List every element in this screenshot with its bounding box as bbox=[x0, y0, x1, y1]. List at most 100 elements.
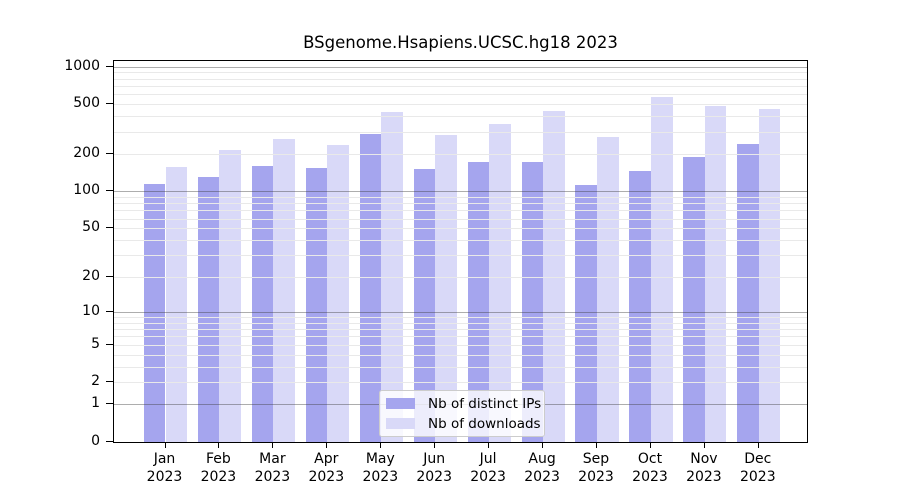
gridline-100 bbox=[114, 191, 807, 193]
gridline-5 bbox=[114, 344, 807, 346]
x-tick-label-jan: Jan 2023 bbox=[146, 451, 183, 485]
x-tick-label-aug: Aug 2023 bbox=[524, 451, 560, 485]
y-tick-label-0: 0 bbox=[91, 433, 100, 449]
bar-distinct-ips-jul bbox=[467, 162, 490, 442]
x-tick-label-sep: Sep 2023 bbox=[578, 451, 614, 485]
y-tick-label-100: 100 bbox=[73, 182, 100, 199]
gridline-60 bbox=[114, 218, 807, 220]
gridline-50 bbox=[114, 228, 807, 230]
x-tick-nov bbox=[703, 443, 705, 448]
bar-downloads-sep bbox=[597, 136, 619, 442]
y-tick-1000 bbox=[106, 65, 113, 67]
legend-swatch-distinct-ips bbox=[386, 398, 415, 409]
bar-distinct-ips-oct bbox=[629, 170, 651, 442]
y-tick-label-10: 10 bbox=[82, 302, 100, 319]
x-tick-may bbox=[380, 443, 382, 448]
gridline-70 bbox=[114, 210, 807, 212]
gridline-90 bbox=[114, 196, 807, 198]
y-tick-500 bbox=[106, 103, 113, 105]
gridline-3 bbox=[114, 366, 807, 368]
bar-distinct-ips-dec bbox=[737, 143, 759, 442]
gridline-80 bbox=[114, 203, 807, 205]
gridline-800 bbox=[114, 78, 807, 80]
y-tick-label-20: 20 bbox=[82, 267, 100, 284]
y-tick-200 bbox=[106, 152, 113, 154]
x-tick-aug bbox=[542, 443, 544, 448]
x-tick-mar bbox=[272, 443, 274, 448]
y-tick-label-1000: 1000 bbox=[64, 57, 100, 74]
bar-distinct-ips-aug bbox=[521, 162, 544, 442]
y-tick-1 bbox=[106, 403, 113, 405]
bar-distinct-ips-sep bbox=[575, 185, 597, 442]
bar-downloads-dec bbox=[758, 108, 781, 442]
gridline-30 bbox=[114, 255, 807, 257]
gridline-40 bbox=[114, 240, 807, 242]
chart-title: BSgenome.Hsapiens.UCSC.hg18 2023 bbox=[303, 33, 618, 52]
y-tick-label-1: 1 bbox=[91, 395, 100, 412]
plot-area bbox=[113, 60, 808, 443]
gridline-300 bbox=[114, 131, 807, 133]
gridline-1000 bbox=[114, 66, 807, 68]
x-tick-jun bbox=[434, 443, 436, 448]
bar-downloads-oct bbox=[651, 97, 673, 442]
y-tick-label-50: 50 bbox=[82, 219, 100, 236]
bar-downloads-mar bbox=[273, 139, 295, 442]
gridline-8 bbox=[114, 322, 807, 324]
bar-downloads-apr bbox=[327, 144, 349, 442]
gridline-600 bbox=[114, 94, 807, 96]
y-tick-20 bbox=[106, 275, 113, 277]
gridline-500 bbox=[114, 104, 807, 106]
x-tick-dec bbox=[757, 443, 759, 448]
gridline-7 bbox=[114, 329, 807, 330]
legend: Nb of distinct IPs Nb of downloads bbox=[379, 390, 545, 437]
x-tick-label-feb: Feb 2023 bbox=[200, 451, 237, 485]
x-tick-label-dec: Dec 2023 bbox=[739, 451, 776, 485]
gridline-200 bbox=[114, 153, 807, 155]
x-tick-sep bbox=[596, 443, 597, 448]
bar-distinct-ips-apr bbox=[305, 168, 328, 442]
x-tick-label-mar: Mar 2023 bbox=[254, 451, 291, 485]
y-tick-100 bbox=[106, 190, 113, 192]
bar-distinct-ips-jun bbox=[413, 169, 436, 442]
x-tick-apr bbox=[326, 443, 328, 448]
legend-swatch-downloads bbox=[386, 418, 415, 429]
gridline-400 bbox=[114, 116, 807, 118]
legend-label-distinct-ips: Nb of distinct IPs bbox=[428, 395, 542, 412]
x-tick-label-may: May 2023 bbox=[362, 451, 399, 485]
bar-downloads-jan bbox=[165, 166, 188, 442]
x-tick-label-nov: Nov 2023 bbox=[686, 451, 722, 485]
bar-downloads-nov bbox=[704, 106, 727, 442]
legend-item-distinct-ips: Nb of distinct IPs bbox=[386, 395, 541, 412]
y-tick-50 bbox=[106, 227, 113, 229]
legend-label-downloads: Nb of downloads bbox=[428, 415, 541, 432]
bar-downloads-feb bbox=[219, 150, 241, 442]
legend-item-downloads: Nb of downloads bbox=[386, 415, 541, 432]
x-tick-label-apr: Apr 2023 bbox=[308, 451, 345, 485]
gridline-2 bbox=[114, 382, 807, 384]
y-tick-label-500: 500 bbox=[73, 95, 100, 112]
x-tick-jan bbox=[164, 443, 166, 448]
x-tick-feb bbox=[218, 443, 220, 448]
y-tick-10 bbox=[106, 310, 113, 312]
y-tick-0 bbox=[106, 441, 113, 442]
x-tick-label-jul: Jul 2023 bbox=[470, 451, 506, 485]
bar-distinct-ips-feb bbox=[197, 176, 220, 442]
y-tick-2 bbox=[106, 381, 113, 383]
x-tick-jul bbox=[488, 443, 490, 448]
gridline-10 bbox=[114, 311, 807, 313]
gridline-700 bbox=[114, 85, 807, 87]
bar-distinct-ips-nov bbox=[683, 156, 705, 442]
gridline-9 bbox=[114, 316, 807, 318]
y-tick-label-200: 200 bbox=[73, 144, 100, 161]
gridline-900 bbox=[114, 72, 807, 74]
x-tick-label-jun: Jun 2023 bbox=[416, 451, 452, 485]
gridline-4 bbox=[114, 354, 807, 356]
x-tick-oct bbox=[650, 443, 651, 448]
bar-distinct-ips-jan bbox=[143, 184, 166, 442]
y-tick-label-5: 5 bbox=[91, 335, 100, 352]
gridline-6 bbox=[114, 336, 807, 338]
y-tick-label-2: 2 bbox=[91, 373, 100, 390]
gridline-20 bbox=[114, 276, 807, 278]
bar-distinct-ips-mar bbox=[251, 165, 274, 442]
